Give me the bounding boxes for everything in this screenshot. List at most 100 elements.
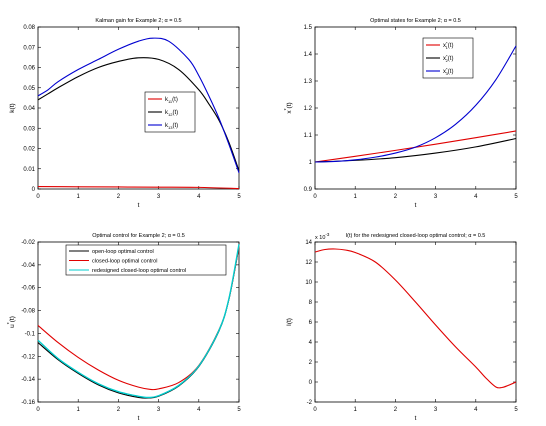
chart-title: Optimal control for Example 2; α = 0.5 xyxy=(92,233,185,239)
x-tick-label: 3 xyxy=(157,194,161,200)
x-tick-label: 1 xyxy=(77,407,81,413)
legend-label: k11(t) xyxy=(165,97,178,104)
chart-title: I(t) for the redesigned closed-loop opti… xyxy=(346,233,486,239)
legend-label: k13(t) xyxy=(165,123,178,130)
legend-label-main: x xyxy=(443,69,446,75)
legend-label-sub: 11 xyxy=(168,99,173,104)
legend-label-star: * xyxy=(446,41,448,46)
y-axis-label: x*(t) xyxy=(284,102,293,113)
y-tick-label: 0.08 xyxy=(23,25,35,31)
legend-label: open-loop optimal control xyxy=(92,249,154,255)
y-tick-label: -0.1 xyxy=(25,331,36,337)
x-tick-label: 3 xyxy=(434,194,438,200)
legend: open-loop optimal control closed-loop opt… xyxy=(65,244,227,276)
y-tick-label: -0.14 xyxy=(21,377,35,383)
legend-label-main: x xyxy=(443,43,446,49)
legend-label-sub: 13 xyxy=(168,125,173,130)
legend-label-main: k xyxy=(165,97,169,103)
y-tick-label: 0.02 xyxy=(23,147,35,153)
chart-kalman: 0 1 2 3 4 500.010.020.030.040.050.060.070.08K… xyxy=(9,18,241,209)
y-tick-label: 1.2 xyxy=(304,106,313,112)
y-tick-label: 8 xyxy=(309,300,313,306)
y-scale-base: x 10 xyxy=(315,235,325,241)
x-tick-label: 2 xyxy=(117,194,121,200)
y-tick-label: 10 xyxy=(305,280,312,286)
x-axis-label: t xyxy=(138,202,140,209)
y-axis-label-tail: (t) xyxy=(286,102,293,108)
series-line-1 xyxy=(314,248,517,389)
legend-label: x* 1(t) xyxy=(443,41,453,51)
y-axis-label-star: * xyxy=(7,322,13,324)
y-tick-label: 0 xyxy=(309,380,313,386)
x-tick-label: 4 xyxy=(197,194,201,200)
x-axis-label: t xyxy=(415,202,417,209)
legend-label: x* 2(t) xyxy=(443,54,453,64)
chart-title: Optimal states for Example 2; α = 0.5 xyxy=(370,18,461,24)
y-tick-label: 1.5 xyxy=(304,25,313,31)
y-tick-label: 1 xyxy=(309,160,313,166)
y-tick-label: -0.08 xyxy=(21,309,35,315)
y-tick-label: 0 xyxy=(32,187,36,193)
y-tick-label: 14 xyxy=(305,240,312,246)
y-tick-label: 4 xyxy=(309,340,313,346)
x-tick-label: 1 xyxy=(77,194,81,200)
x-tick-label: 0 xyxy=(36,407,40,413)
x-tick-label: 4 xyxy=(197,407,201,413)
legend-label-tail: (t) xyxy=(448,43,454,49)
x-tick-label: 0 xyxy=(313,407,317,413)
x-tick-label: 0 xyxy=(313,194,317,200)
y-axis-label: I(t) xyxy=(286,318,293,326)
y-axis-label: u*(t) xyxy=(7,316,16,328)
legend-label-sub: 2 xyxy=(446,58,449,63)
legend-label-tail: (t) xyxy=(172,110,178,116)
y-tick-label: 2 xyxy=(309,360,313,366)
x-tick-label: 5 xyxy=(514,407,518,413)
x-tick-label: 1 xyxy=(354,194,358,200)
y-tick-label: -0.04 xyxy=(21,263,35,269)
x-tick-label: 5 xyxy=(514,194,518,200)
legend: k11(t)k12(t)k13(t) xyxy=(144,91,196,133)
axes-frame xyxy=(314,26,517,190)
legend-label: k12(t) xyxy=(165,110,178,117)
chart-states: 0 1 2 3 4 5 0.9 1 1.1 1.2 1.3 1.4 1.5 Optimal states … xyxy=(284,18,518,209)
y-tick-label: 0.07 xyxy=(23,45,35,51)
y-tick-label: 6 xyxy=(309,320,313,326)
legend-label-star: * xyxy=(446,67,448,72)
legend-label-star: * xyxy=(446,54,448,59)
y-tick-label: 12 xyxy=(305,260,312,266)
x-tick-label: 3 xyxy=(434,407,438,413)
y-axis-label: k(t) xyxy=(9,103,16,112)
legend-box xyxy=(65,244,227,276)
x-tick-label: 3 xyxy=(157,407,161,413)
chart-control: 0 1 2 3 4 5 -0.16 -0.14 -0.12 -0.1 -0.08 -0.06 -0.04… xyxy=(7,233,241,422)
y-scale-label: x 10-3 xyxy=(315,232,330,241)
series-line-3 xyxy=(314,45,517,163)
legend-label-sub: 12 xyxy=(168,112,173,117)
y-tick-label: -0.16 xyxy=(21,400,35,406)
legend-label-sub: 3 xyxy=(446,71,449,76)
legend-label-tail: (t) xyxy=(172,97,178,103)
x-tick-label: 4 xyxy=(474,407,478,413)
y-tick-label: -0.12 xyxy=(21,354,35,360)
x-axis-label: t xyxy=(138,415,140,422)
legend-label-tail: (t) xyxy=(172,123,178,129)
y-tick-label: 0.03 xyxy=(23,126,35,132)
y-tick-label: 1.4 xyxy=(304,52,313,58)
y-tick-label: -2 xyxy=(307,400,313,406)
axes-frame xyxy=(314,241,517,403)
legend-label-main: k xyxy=(165,110,169,116)
legend-label-tail: (t) xyxy=(448,69,454,75)
y-tick-label: 0.9 xyxy=(304,187,313,193)
series-line-3 xyxy=(37,37,240,173)
y-tick-label: 0.06 xyxy=(23,66,35,72)
x-axis-label: t xyxy=(415,415,417,422)
x-tick-label: 5 xyxy=(237,194,241,200)
y-tick-label: 0.05 xyxy=(23,86,35,92)
y-tick-label: -0.02 xyxy=(21,240,35,246)
x-tick-label: 0 xyxy=(36,194,40,200)
x-tick-label: 2 xyxy=(117,407,121,413)
axes-frame xyxy=(37,26,240,190)
legend-label-sub: 1 xyxy=(446,45,449,50)
